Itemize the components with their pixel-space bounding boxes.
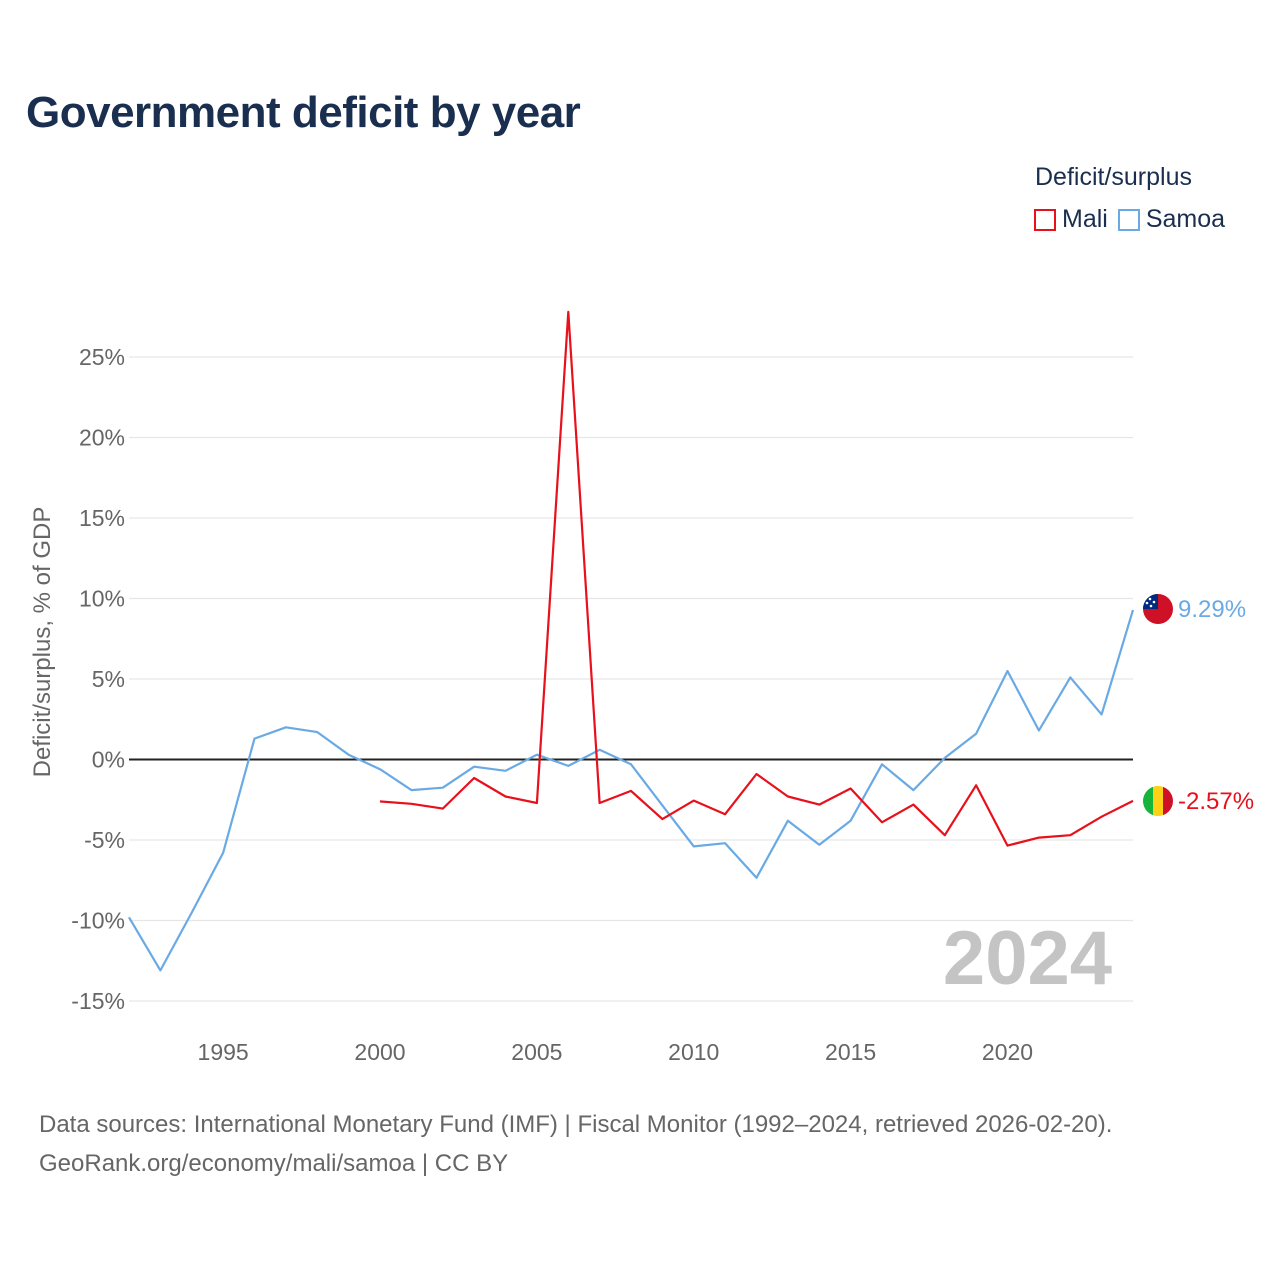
x-tick-label: 2010 (668, 1039, 719, 1065)
y-tick-label: 20% (79, 425, 125, 451)
data-sources-text: Data sources: International Monetary Fun… (39, 1111, 1113, 1138)
y-tick-label: -5% (84, 827, 125, 853)
mali-end-label: -2.57% (1178, 788, 1254, 815)
series-line-samoa[interactable] (128, 609, 1135, 972)
legend-label-samoa: Samoa (1145, 205, 1226, 233)
footer: Data sources: International Monetary Fun… (39, 1105, 1112, 1183)
legend-title: Deficit/surplus (1035, 163, 1192, 191)
y-tick-label: 0% (92, 747, 125, 773)
x-tick-label: 2005 (511, 1039, 562, 1065)
samoa-end-label: 9.29% (1178, 596, 1246, 623)
gridlines (129, 356, 1133, 1002)
y-tick-label: 25% (79, 344, 125, 370)
x-tick-label: 1995 (198, 1039, 249, 1065)
legend-item-mali[interactable]: Mali (1034, 205, 1108, 234)
y-axis-ticks: 25% 20% 15% 10% 5% 0% -5% -10% -15% (71, 344, 125, 1014)
x-tick-label: 2015 (825, 1039, 876, 1065)
legend-swatch-samoa (1117, 208, 1140, 231)
year-watermark: 2024 (943, 916, 1112, 1001)
y-tick-label: 15% (79, 505, 125, 531)
samoa-flag-icon (1143, 594, 1173, 624)
series-line-mali[interactable] (379, 310, 1134, 847)
x-axis-ticks: 1995 2000 2005 2010 2015 2020 (198, 1039, 1034, 1065)
y-tick-label: -15% (71, 988, 125, 1014)
mali-flag-icon (1143, 786, 1173, 816)
x-tick-label: 2020 (982, 1039, 1033, 1065)
y-axis-label: Deficit/surplus, % of GDP (29, 507, 56, 778)
page-title: Government deficit by year (26, 88, 581, 137)
legend-swatch-mali (1034, 208, 1056, 231)
y-tick-label: -10% (71, 908, 125, 934)
legend-item-samoa[interactable]: Samoa (1117, 205, 1226, 234)
y-tick-label: 5% (92, 666, 125, 692)
y-tick-label: 10% (79, 586, 125, 612)
series-lines (128, 310, 1135, 972)
source-link-text[interactable]: GeoRank.org/economy/mali/samoa | CC BY (39, 1150, 509, 1177)
legend-label-mali: Mali (1062, 205, 1108, 233)
legend: Mali Samoa (1034, 205, 1235, 234)
x-tick-label: 2000 (354, 1039, 405, 1065)
